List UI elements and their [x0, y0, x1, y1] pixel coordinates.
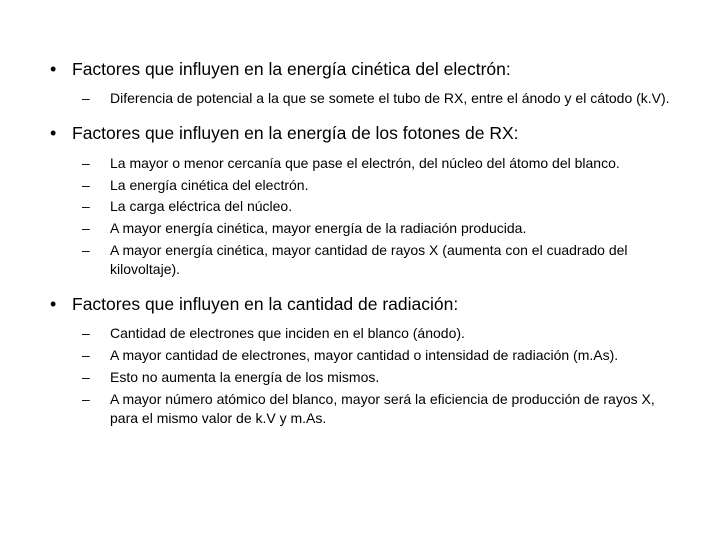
sub-item-row: –Diferencia de potencial a la que se som…: [40, 89, 680, 108]
section: •Factores que influyen en la energía cin…: [40, 58, 680, 108]
sub-item-text: La carga eléctrica del núcleo.: [110, 197, 680, 216]
dash-icon: –: [82, 241, 110, 260]
sub-item-row: –A mayor energía cinética, mayor cantida…: [40, 241, 680, 279]
dash-icon: –: [82, 154, 110, 173]
sub-item-row: –Cantidad de electrones que inciden en e…: [40, 324, 680, 343]
dash-icon: –: [82, 346, 110, 365]
sub-item-row: –La energía cinética del electrón.: [40, 176, 680, 195]
sub-item-row: –Esto no aumenta la energía de los mismo…: [40, 368, 680, 387]
section-heading: Factores que influyen en la energía de l…: [72, 122, 680, 145]
sub-item-text: A mayor energía cinética, mayor energía …: [110, 219, 680, 238]
sub-item-row: –La mayor o menor cercanía que pase el e…: [40, 154, 680, 173]
section-heading: Factores que influyen en la cantidad de …: [72, 293, 680, 316]
section-heading: Factores que influyen en la energía ciné…: [72, 58, 680, 81]
bullet-dot-icon: •: [40, 293, 72, 316]
dash-icon: –: [82, 324, 110, 343]
dash-icon: –: [82, 197, 110, 216]
heading-row: •Factores que influyen en la energía cin…: [40, 58, 680, 81]
slide-content: •Factores que influyen en la energía cin…: [40, 58, 680, 428]
dash-icon: –: [82, 176, 110, 195]
sub-item-text: Cantidad de electrones que inciden en el…: [110, 324, 680, 343]
sub-item-text: Esto no aumenta la energía de los mismos…: [110, 368, 680, 387]
dash-icon: –: [82, 89, 110, 108]
sub-item-text: A mayor cantidad de electrones, mayor ca…: [110, 346, 680, 365]
sub-item-text: Diferencia de potencial a la que se some…: [110, 89, 680, 108]
sub-item-row: –A mayor energía cinética, mayor energía…: [40, 219, 680, 238]
dash-icon: –: [82, 390, 110, 409]
sub-item-row: –La carga eléctrica del núcleo.: [40, 197, 680, 216]
sub-item-text: A mayor energía cinética, mayor cantidad…: [110, 241, 680, 279]
section: •Factores que influyen en la cantidad de…: [40, 293, 680, 428]
sub-item-text: La mayor o menor cercanía que pase el el…: [110, 154, 680, 173]
heading-row: •Factores que influyen en la cantidad de…: [40, 293, 680, 316]
sub-item-row: –A mayor cantidad de electrones, mayor c…: [40, 346, 680, 365]
section: •Factores que influyen en la energía de …: [40, 122, 680, 279]
bullet-dot-icon: •: [40, 58, 72, 81]
sub-item-text: La energía cinética del electrón.: [110, 176, 680, 195]
dash-icon: –: [82, 219, 110, 238]
heading-row: •Factores que influyen en la energía de …: [40, 122, 680, 145]
sub-item-row: –A mayor número atómico del blanco, mayo…: [40, 390, 680, 428]
bullet-dot-icon: •: [40, 122, 72, 145]
sub-item-text: A mayor número atómico del blanco, mayor…: [110, 390, 680, 428]
dash-icon: –: [82, 368, 110, 387]
